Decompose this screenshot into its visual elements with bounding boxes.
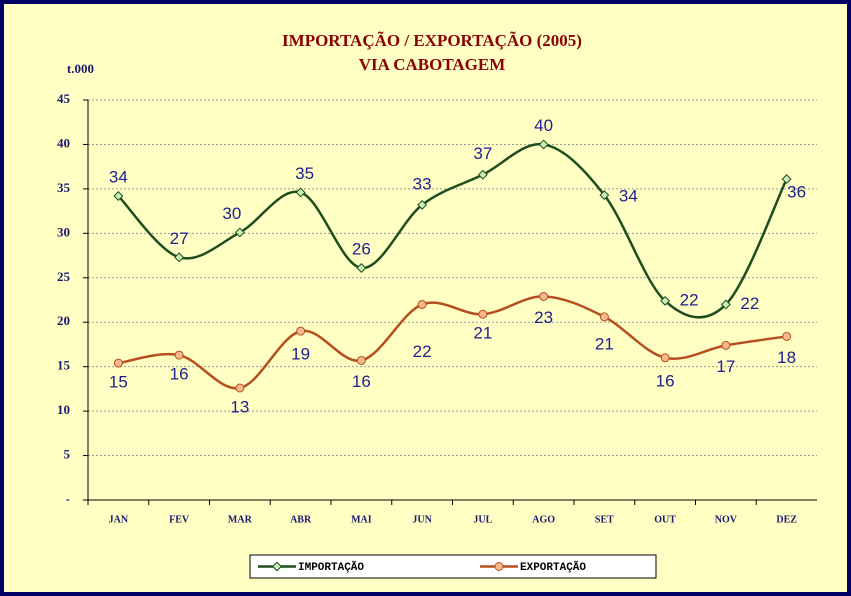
y-tick-label: 40 [57, 135, 70, 150]
data-label: 21 [473, 324, 492, 343]
data-label: 15 [109, 373, 128, 392]
data-label: 34 [619, 187, 638, 206]
data-label: 40 [534, 116, 553, 135]
data-label: 16 [170, 365, 189, 384]
data-label: 17 [716, 357, 735, 376]
y-tick-label: 10 [57, 402, 70, 417]
x-tick-label: JUL [473, 514, 492, 525]
x-tick-label: SET [595, 514, 614, 525]
marker [174, 350, 184, 360]
y-tick-label: 35 [57, 180, 71, 195]
marker [539, 291, 549, 301]
marker [477, 169, 488, 180]
data-label: 13 [230, 397, 249, 416]
x-tick-label: ABR [290, 514, 312, 525]
data-label: 23 [534, 308, 553, 327]
marker [356, 263, 367, 273]
marker [720, 299, 731, 310]
chart-title: IMPORTAÇÃO / EXPORTAÇÃO (2005) [282, 31, 582, 50]
x-tick-label: OUT [654, 514, 676, 525]
data-label: 26 [352, 239, 371, 258]
marker [660, 353, 670, 363]
data-label: 22 [680, 290, 699, 309]
y-axis-label: t.000 [67, 61, 94, 76]
marker [660, 295, 671, 306]
data-label: 34 [109, 167, 128, 186]
marker [417, 199, 428, 210]
data-label: 21 [595, 334, 614, 353]
marker [113, 358, 123, 368]
x-tick-label: MAI [351, 514, 372, 525]
marker [296, 326, 306, 336]
marker [721, 340, 731, 350]
marker [356, 355, 366, 365]
data-label: 16 [352, 372, 371, 391]
marker [235, 383, 245, 393]
legend-label: IMPORTAÇÃO [298, 560, 364, 574]
marker [781, 174, 792, 185]
marker [538, 139, 549, 150]
marker [599, 190, 610, 201]
y-tick-label: 30 [57, 224, 70, 239]
marker [174, 252, 185, 263]
x-tick-label: AGO [532, 514, 555, 525]
data-label: 37 [473, 144, 492, 163]
y-tick-label: - [66, 491, 70, 506]
data-label: 30 [222, 204, 241, 223]
x-tick-label: DEZ [776, 514, 797, 525]
data-label: 22 [740, 294, 759, 313]
y-tick-label: 45 [57, 91, 71, 106]
marker [782, 331, 792, 341]
marker [113, 191, 124, 201]
data-label: 27 [170, 229, 189, 248]
marker [417, 299, 427, 309]
x-tick-label: JAN [109, 514, 129, 525]
data-label: 36 [787, 183, 806, 202]
y-tick-label: 20 [57, 313, 70, 328]
legend-marker [494, 562, 504, 571]
legend [249, 554, 657, 579]
x-tick-label: FEV [169, 514, 190, 525]
x-tick-label: MAR [228, 514, 253, 525]
data-label: 19 [291, 345, 310, 364]
y-tick-label: 15 [57, 358, 71, 373]
data-label: 35 [295, 164, 314, 183]
data-label: 33 [413, 174, 432, 193]
marker [478, 309, 488, 319]
data-label: 18 [777, 348, 796, 367]
marker [234, 227, 245, 238]
data-label: 22 [413, 342, 432, 361]
x-tick-label: JUN [412, 514, 432, 525]
chart-subtitle: VIA CABOTAGEM [359, 55, 506, 74]
marker [599, 312, 609, 322]
legend-marker [272, 561, 282, 572]
y-tick-label: 5 [64, 447, 71, 462]
x-tick-label: NOV [715, 514, 738, 525]
y-tick-label: 25 [57, 269, 71, 284]
legend-label: EXPORTAÇÃO [520, 560, 586, 574]
data-label: 16 [656, 371, 675, 390]
marker [295, 187, 306, 198]
